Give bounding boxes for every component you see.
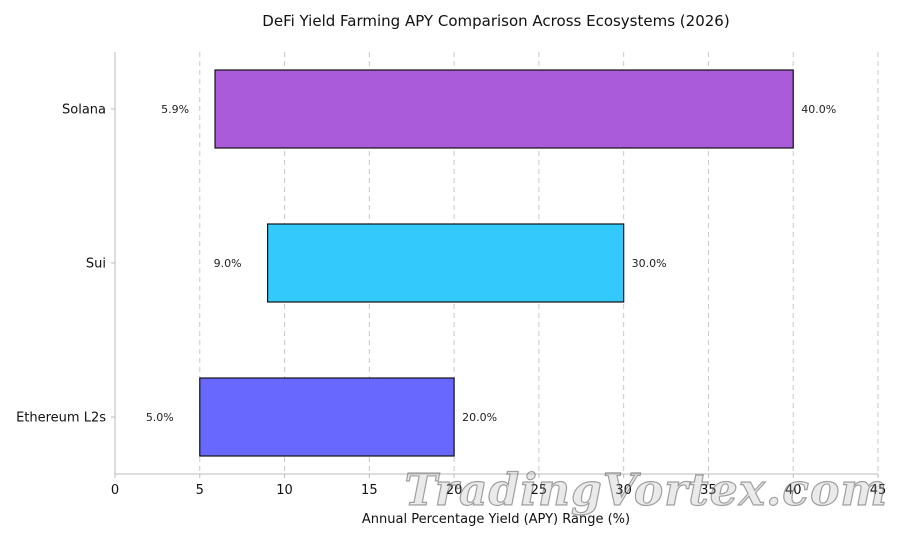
bar-min-label: 5.0% [146, 411, 174, 424]
x-tick-label: 20 [446, 483, 463, 498]
x-tick-label: 45 [870, 483, 887, 498]
y-category-label: Solana [62, 103, 106, 118]
x-tick-label: 30 [615, 483, 632, 498]
bar-min-label: 5.9% [161, 103, 189, 116]
x-tick-label: 10 [276, 483, 293, 498]
axis-layer: 0 5 10 15 20 25 30 35 40 45 [111, 52, 886, 498]
bar-solana [214, 69, 794, 149]
bar-max-label: 30.0% [632, 257, 667, 270]
x-tick-label: 15 [361, 483, 378, 498]
y-category-label: Ethereum L2s [16, 411, 106, 426]
y-category-label: Sui [86, 257, 106, 272]
watermark-logo: TradingVortex.com [404, 465, 888, 516]
x-tick-label: 0 [111, 483, 119, 498]
x-tick-label: 25 [531, 483, 548, 498]
x-tick-label: 5 [196, 483, 204, 498]
label-layer: Solana 5.9% 40.0% Sui 9.0% 30.0% Ethereum L2s 5… [16, 103, 836, 426]
bar-max-label: 40.0% [801, 103, 836, 116]
bar-ethereum-l2s [199, 377, 455, 457]
chart-title: DeFi Yield Farming APY Comparison Across… [262, 12, 729, 30]
x-tick-label: 40 [785, 483, 802, 498]
bar-max-label: 20.0% [462, 411, 497, 424]
bar-layer [199, 69, 794, 457]
x-axis-title: Annual Percentage Yield (APY) Range (%) [362, 512, 630, 527]
bar-min-label: 9.0% [214, 257, 242, 270]
bar-sui [267, 223, 625, 303]
x-tick-label: 35 [700, 483, 717, 498]
